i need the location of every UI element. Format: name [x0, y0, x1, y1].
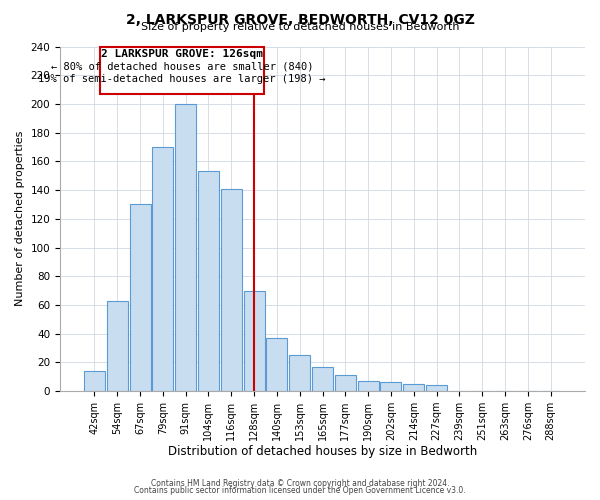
Bar: [198, 172, 219, 391]
Text: 19% of semi-detached houses are larger (198) →: 19% of semi-detached houses are larger (…: [38, 74, 326, 84]
Bar: [380, 382, 401, 391]
Text: Size of property relative to detached houses in Bedworth: Size of property relative to detached ho…: [141, 22, 459, 32]
Bar: [130, 204, 151, 391]
Bar: [152, 147, 173, 391]
Bar: [335, 376, 356, 391]
Bar: [266, 338, 287, 391]
Bar: [312, 366, 333, 391]
Bar: [221, 188, 242, 391]
Bar: [107, 300, 128, 391]
Text: 2 LARKSPUR GROVE: 126sqm: 2 LARKSPUR GROVE: 126sqm: [101, 50, 263, 59]
Bar: [426, 386, 447, 391]
X-axis label: Distribution of detached houses by size in Bedworth: Distribution of detached houses by size …: [168, 444, 477, 458]
Bar: [175, 104, 196, 391]
Text: Contains public sector information licensed under the Open Government Licence v3: Contains public sector information licen…: [134, 486, 466, 495]
Bar: [358, 381, 379, 391]
Text: Contains HM Land Registry data © Crown copyright and database right 2024.: Contains HM Land Registry data © Crown c…: [151, 478, 449, 488]
Bar: [244, 290, 265, 391]
Text: ← 80% of detached houses are smaller (840): ← 80% of detached houses are smaller (84…: [51, 62, 313, 72]
Bar: [403, 384, 424, 391]
Bar: [100, 46, 265, 94]
Bar: [289, 355, 310, 391]
Bar: [84, 371, 105, 391]
Y-axis label: Number of detached properties: Number of detached properties: [15, 131, 25, 306]
Text: 2, LARKSPUR GROVE, BEDWORTH, CV12 0GZ: 2, LARKSPUR GROVE, BEDWORTH, CV12 0GZ: [125, 12, 475, 26]
